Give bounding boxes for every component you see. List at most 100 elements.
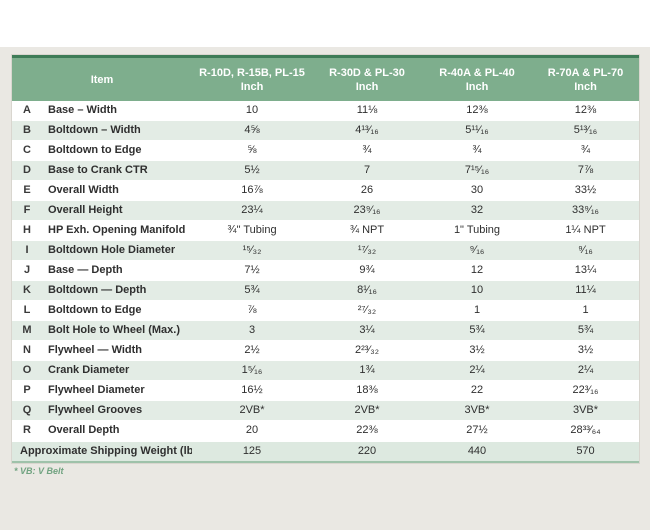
cell-value: 5¾ xyxy=(422,321,532,341)
shipping-weight-row: Approximate Shipping Weight (lbs.) 125 220… xyxy=(12,441,639,463)
table-row-H: H HP Exh. Opening Manifold ¾" Tubing ¾ NPT 1… xyxy=(12,221,639,241)
row-letter: A xyxy=(12,101,40,121)
cell-value: 2¼ xyxy=(422,361,532,381)
cell-value: 11⅛ xyxy=(312,101,422,121)
cell-value: 28³³⁄₆₄ xyxy=(532,421,639,441)
cell-value: 23⁹⁄₁₆ xyxy=(312,201,422,221)
cell-value: 12⅜ xyxy=(532,101,639,121)
row-item-label: Base to Crank CTR xyxy=(40,161,192,181)
cell-value: 20 xyxy=(192,421,312,441)
cell-value: 26 xyxy=(312,181,422,201)
cell-value: ⁹⁄₁₆ xyxy=(422,241,532,261)
shipping-weight-value: 570 xyxy=(532,441,639,463)
cell-value: 18⅜ xyxy=(312,381,422,401)
table-row-K: K Boltdown — Depth 5¾ 8¹⁄₁₆ 10 11¼ xyxy=(12,281,639,301)
cell-value: ¾ xyxy=(532,141,639,161)
cell-value: 22 xyxy=(422,381,532,401)
row-letter: D xyxy=(12,161,40,181)
row-item-label: Flywheel — Width xyxy=(40,341,192,361)
spec-table-container: Item R-10D, R-15B, PL-15 Inch R-30D & PL-30… xyxy=(12,55,639,463)
row-item-label: Boltdown to Edge xyxy=(40,301,192,321)
cell-value: 1" Tubing xyxy=(422,221,532,241)
table-row-P: P Flywheel Diameter 16½ 18⅜ 22 22³⁄₁₆ xyxy=(12,381,639,401)
row-item-label: Bolt Hole to Wheel (Max.) xyxy=(40,321,192,341)
table-row-M: M Bolt Hole to Wheel (Max.) 3 3¼ 5¾ 5¾ xyxy=(12,321,639,341)
row-item-label: Boltdown to Edge xyxy=(40,141,192,161)
table-row-Q: Q Flywheel Grooves 2VB* 2VB* 3VB* 3VB* xyxy=(12,401,639,421)
table-row-I: I Boltdown Hole Diameter ¹⁵⁄₃₂ ¹⁷⁄₃₂ ⁹⁄₁₆ ⁹⁄₁… xyxy=(12,241,639,261)
header-row: Item R-10D, R-15B, PL-15 Inch R-30D & PL-30… xyxy=(12,55,639,101)
cell-value: 9¾ xyxy=(312,261,422,281)
cell-value: 2¼ xyxy=(532,361,639,381)
cell-value: 5¹¹⁄₁₆ xyxy=(422,121,532,141)
shipping-weight-value: 125 xyxy=(192,441,312,463)
row-letter: P xyxy=(12,381,40,401)
cell-value: 16½ xyxy=(192,381,312,401)
shipping-weight-value: 440 xyxy=(422,441,532,463)
cell-value: 27½ xyxy=(422,421,532,441)
cell-value: 22⅜ xyxy=(312,421,422,441)
table-row-E: E Overall Width 16⅞ 26 30 33½ xyxy=(12,181,639,201)
row-item-label: Base — Depth xyxy=(40,261,192,281)
cell-value: 11¼ xyxy=(532,281,639,301)
row-letter: R xyxy=(12,421,40,441)
table-row-B: B Boltdown – Width 4⅝ 4¹³⁄₁₆ 5¹¹⁄₁₆ 5¹³⁄₁₆ xyxy=(12,121,639,141)
cell-value: 3VB* xyxy=(532,401,639,421)
column-header-1: R-10D, R-15B, PL-15 Inch xyxy=(192,55,312,101)
row-item-label: Overall Width xyxy=(40,181,192,201)
cell-value: 3 xyxy=(192,321,312,341)
cell-value: ¾ xyxy=(312,141,422,161)
cell-value: 8¹⁄₁₆ xyxy=(312,281,422,301)
spec-table: Item R-10D, R-15B, PL-15 Inch R-30D & PL-30… xyxy=(12,55,639,463)
cell-value: 1 xyxy=(422,301,532,321)
row-item-label: HP Exh. Opening Manifold xyxy=(40,221,192,241)
cell-value: 33½ xyxy=(532,181,639,201)
column-header-3: R-40A & PL-40 Inch xyxy=(422,55,532,101)
row-letter: J xyxy=(12,261,40,281)
row-item-label: Overall Height xyxy=(40,201,192,221)
shipping-weight-label: Approximate Shipping Weight (lbs.) xyxy=(12,441,192,463)
cell-value: 10 xyxy=(422,281,532,301)
shipping-weight-value: 220 xyxy=(312,441,422,463)
cell-value: 23¼ xyxy=(192,201,312,221)
cell-value: 5¹³⁄₁₆ xyxy=(532,121,639,141)
cell-value: 2²³⁄₃₂ xyxy=(312,341,422,361)
column-header-4: R-70A & PL-70 Inch xyxy=(532,55,639,101)
cell-value: 5¾ xyxy=(192,281,312,301)
cell-value: ¾" Tubing xyxy=(192,221,312,241)
cell-value: 5½ xyxy=(192,161,312,181)
row-item-label: Boltdown Hole Diameter xyxy=(40,241,192,261)
cell-value: 7⅞ xyxy=(532,161,639,181)
row-letter: H xyxy=(12,221,40,241)
table-row-F: F Overall Height 23¼ 23⁹⁄₁₆ 32 33⁹⁄₁₆ xyxy=(12,201,639,221)
row-item-label: Flywheel Grooves xyxy=(40,401,192,421)
cell-value: 33⁹⁄₁₆ xyxy=(532,201,639,221)
table-row-A: A Base – Width 10 11⅛ 12⅜ 12⅜ xyxy=(12,101,639,121)
cell-value: 22³⁄₁₆ xyxy=(532,381,639,401)
row-letter: O xyxy=(12,361,40,381)
row-letter: K xyxy=(12,281,40,301)
cell-value: 2VB* xyxy=(192,401,312,421)
table-row-L: L Boltdown to Edge ⅞ ²⁷⁄₃₂ 1 1 xyxy=(12,301,639,321)
cell-value: ⁹⁄₁₆ xyxy=(532,241,639,261)
row-letter: C xyxy=(12,141,40,161)
table-body: A Base – Width 10 11⅛ 12⅜ 12⅜ B Boltdown – Widt… xyxy=(12,101,639,463)
cell-value: 1¾ xyxy=(312,361,422,381)
cell-value: 12⅜ xyxy=(422,101,532,121)
cell-value: 7¹⁵⁄₁₆ xyxy=(422,161,532,181)
row-item-label: Base – Width xyxy=(40,101,192,121)
table-row-D: D Base to Crank CTR 5½ 7 7¹⁵⁄₁₆ 7⅞ xyxy=(12,161,639,181)
cell-value: 1 xyxy=(532,301,639,321)
row-letter: B xyxy=(12,121,40,141)
cell-value: 16⅞ xyxy=(192,181,312,201)
cell-value: 2½ xyxy=(192,341,312,361)
cell-value: 30 xyxy=(422,181,532,201)
cell-value: 3¼ xyxy=(312,321,422,341)
cell-value: ²⁷⁄₃₂ xyxy=(312,301,422,321)
row-letter: Q xyxy=(12,401,40,421)
cell-value: 3VB* xyxy=(422,401,532,421)
cell-value: ¾ NPT xyxy=(312,221,422,241)
row-item-label: Boltdown – Width xyxy=(40,121,192,141)
cell-value: ¹⁵⁄₃₂ xyxy=(192,241,312,261)
cell-value: ¾ xyxy=(422,141,532,161)
